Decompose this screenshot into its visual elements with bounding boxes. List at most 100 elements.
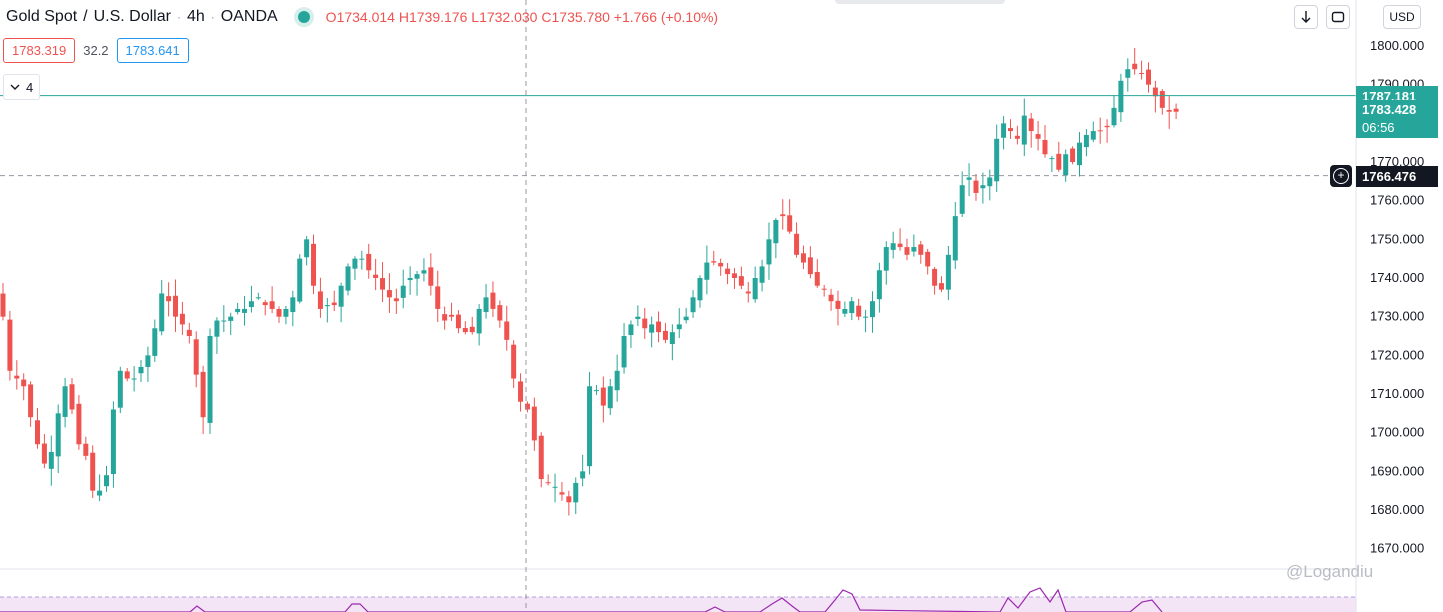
candle-body xyxy=(221,320,227,322)
candle-body xyxy=(449,314,455,317)
candle-body xyxy=(1111,107,1117,126)
candle-body xyxy=(752,278,758,300)
candle-body xyxy=(890,243,896,250)
candle-body xyxy=(35,420,41,445)
candle-body xyxy=(393,298,399,302)
candle-body xyxy=(649,324,655,333)
candle-body xyxy=(159,293,165,332)
add-alert-button[interactable]: + xyxy=(1330,164,1352,187)
candle-body xyxy=(497,305,503,321)
candle-body xyxy=(366,253,372,271)
candle-body xyxy=(938,283,944,290)
low-value: 1732.030 xyxy=(479,9,538,25)
plus-icon: + xyxy=(1333,167,1349,184)
candle-body xyxy=(711,261,717,263)
candle-body xyxy=(1125,69,1131,78)
candle-body xyxy=(573,482,579,503)
candle-body xyxy=(28,384,34,418)
price-tick-label: 1670.000 xyxy=(1370,541,1424,556)
candle-body xyxy=(593,390,599,392)
close-key: C xyxy=(541,9,552,25)
candle-body xyxy=(690,297,696,313)
candle-body xyxy=(48,452,54,469)
candle-body xyxy=(290,297,296,313)
candle-body xyxy=(697,278,703,301)
candle-body xyxy=(1104,125,1110,128)
candle-body xyxy=(380,278,386,290)
spread-value: 32.2 xyxy=(83,43,109,58)
market-status-icon[interactable] xyxy=(297,11,310,23)
open-value: 1734.014 xyxy=(336,9,395,25)
candle-body xyxy=(580,471,586,479)
candle-body xyxy=(683,316,689,321)
candle-body xyxy=(1132,63,1138,70)
candle-body xyxy=(490,292,496,309)
price-tick-label: 1740.000 xyxy=(1370,270,1424,285)
candle-body xyxy=(1173,108,1179,112)
price-tick-label: 1800.000 xyxy=(1370,38,1424,53)
currency-button[interactable]: USD xyxy=(1383,5,1421,29)
candle-body xyxy=(511,344,517,379)
candle-body xyxy=(904,247,910,255)
indicators-toggle[interactable]: 4 xyxy=(3,74,41,100)
candle-body xyxy=(138,366,144,374)
candle-body xyxy=(787,215,793,232)
candle-body xyxy=(0,293,6,317)
arrow-down-icon xyxy=(1301,11,1311,23)
sell-price-button[interactable]: 1783.319 xyxy=(3,38,76,63)
candle-body xyxy=(918,244,924,255)
rsi-line xyxy=(0,587,1163,612)
crosshair-price-label: 1766.476 xyxy=(1356,165,1438,187)
scroll-to-end-button[interactable] xyxy=(1294,5,1318,29)
candle-body xyxy=(994,138,1000,182)
price-tick-label: 1680.000 xyxy=(1370,502,1424,517)
candle-body xyxy=(725,268,731,275)
symbol-name[interactable]: Gold Spot xyxy=(6,8,78,25)
candle-body xyxy=(676,324,682,330)
candle-body xyxy=(428,267,434,286)
candle-body xyxy=(849,301,855,314)
candles xyxy=(0,48,1179,516)
candle-body xyxy=(331,302,337,306)
candle-body xyxy=(76,403,82,445)
candle-body xyxy=(669,332,675,345)
candle-body xyxy=(476,308,482,334)
candle-body xyxy=(531,406,537,441)
candle-body xyxy=(911,247,917,252)
candle-body xyxy=(483,297,489,313)
candle-body xyxy=(276,309,282,317)
bar-countdown: 06:56 xyxy=(1362,120,1395,136)
candle-body xyxy=(166,296,172,302)
buy-price-button[interactable]: 1783.641 xyxy=(116,38,189,63)
price-tick-label: 1730.000 xyxy=(1370,309,1424,324)
candle-body xyxy=(207,336,213,423)
candle-body xyxy=(400,285,406,298)
interval-label[interactable]: 4h xyxy=(186,8,205,25)
candle-body xyxy=(897,243,903,248)
candle-body xyxy=(69,384,75,410)
candle-body xyxy=(1001,123,1007,138)
candle-body xyxy=(1159,91,1165,108)
candle-body xyxy=(442,314,448,321)
candle-body xyxy=(83,443,89,456)
high-key: H xyxy=(398,9,409,25)
candle-body xyxy=(1076,142,1082,166)
price-tick-label: 1770.000 xyxy=(1370,154,1424,169)
candle-body xyxy=(876,270,882,300)
candle-body xyxy=(1166,110,1172,112)
candle-body xyxy=(704,262,710,280)
price-tick-label: 1710.000 xyxy=(1370,386,1424,401)
candle-body xyxy=(324,305,330,307)
symbol-legend: Gold Spot / U.S. Dollar · 4h · OANDA O17… xyxy=(6,6,718,28)
candle-body xyxy=(421,270,427,274)
candle-body xyxy=(200,371,206,418)
candle-body xyxy=(117,370,123,408)
candle-body xyxy=(179,313,185,325)
candle-body xyxy=(193,339,199,375)
candle-body xyxy=(1152,87,1158,97)
fullscreen-icon xyxy=(1331,11,1345,23)
candle-body xyxy=(766,239,772,265)
rsi-band xyxy=(0,597,1356,612)
fullscreen-button[interactable] xyxy=(1326,5,1350,29)
